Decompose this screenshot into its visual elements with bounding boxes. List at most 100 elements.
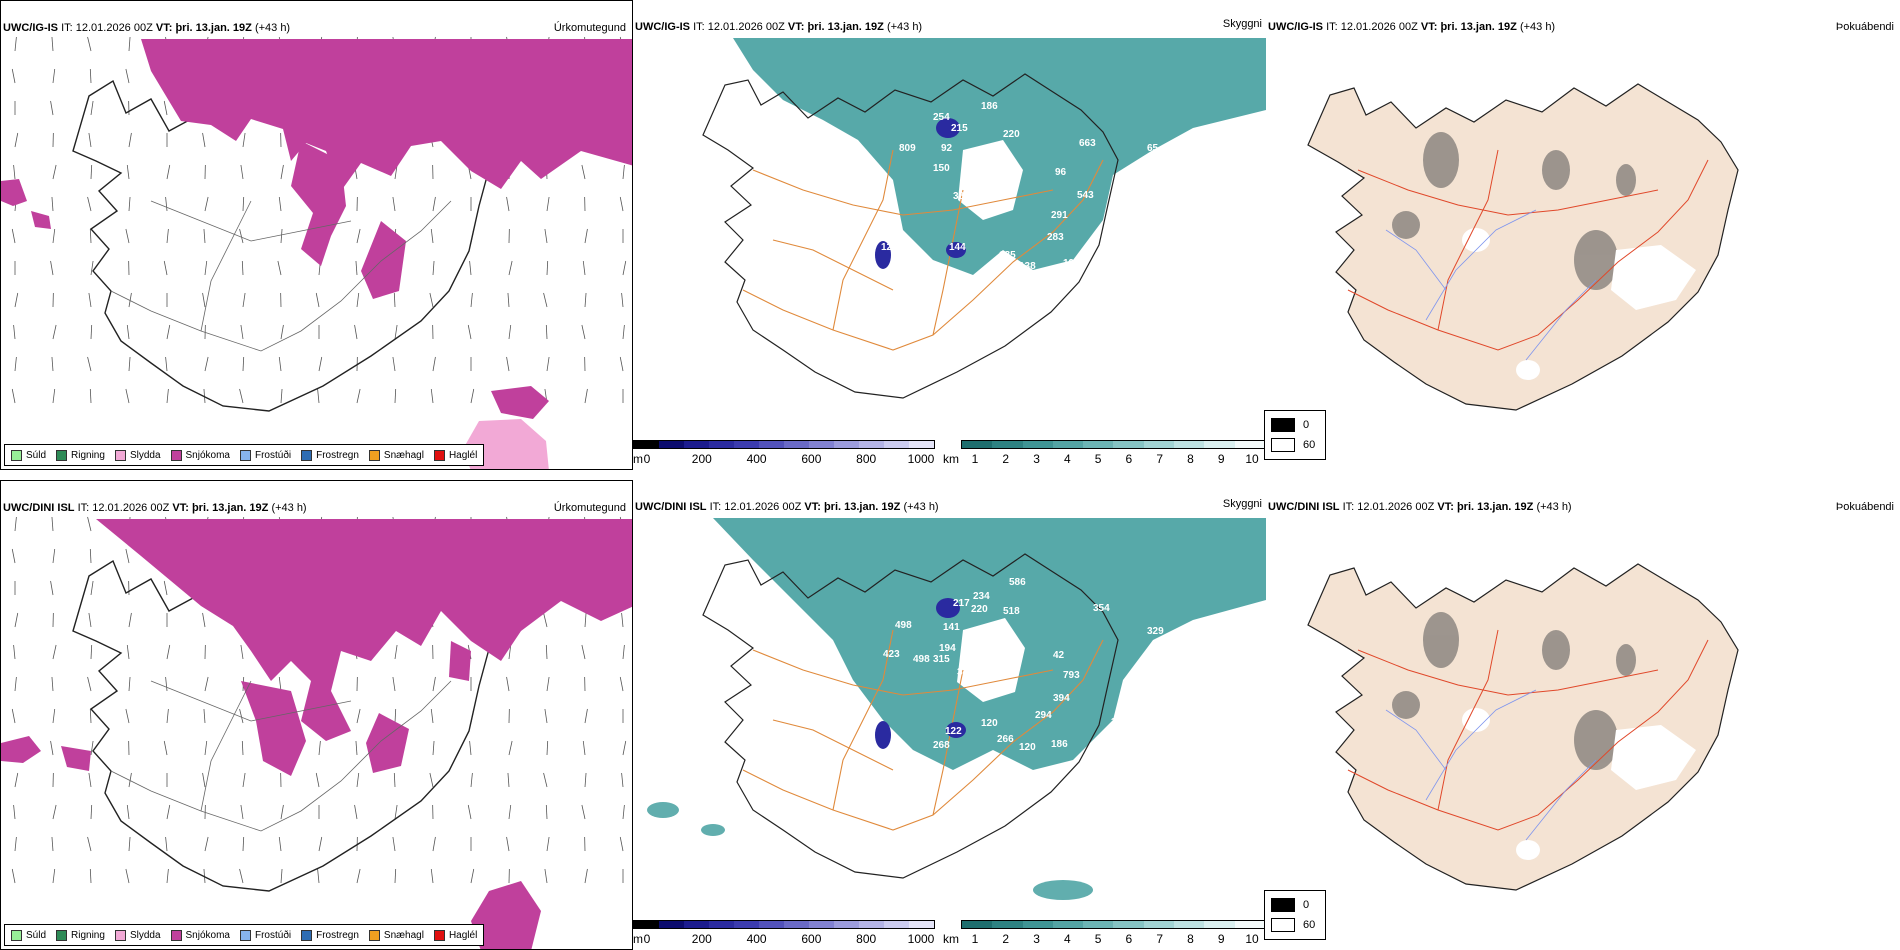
- wind-barb: [14, 292, 19, 308]
- visibility_bar-unit: km: [943, 452, 959, 466]
- cloud-panel[interactable]: UWC/IG-IS IT: 12.01.2026 00Z VT: þri. 13…: [1266, 0, 1900, 470]
- panel-label-visibility: Skyggni: [1222, 498, 1262, 510]
- point-value-label: 663: [1079, 138, 1096, 149]
- legend-swatch: [368, 449, 380, 461]
- legend-item: Frostregn: [301, 449, 359, 461]
- colorbar-step: [1113, 441, 1144, 448]
- wind-barb: [430, 708, 434, 724]
- visibility_bar-tick-label: 7: [1156, 452, 1163, 466]
- visibility_bar-tick-label: 6: [1125, 452, 1133, 466]
- wind-barb: [546, 196, 550, 212]
- wind-barb: [317, 388, 320, 404]
- wind-barb: [546, 260, 549, 276]
- colorbar-step: [634, 441, 659, 448]
- precip-type-legend: Súld Rigning Slydda Snjókoma Frostúði Frostre…: [4, 924, 485, 946]
- legend-label: Slydda: [129, 929, 161, 941]
- wind-barb: [90, 740, 94, 756]
- point-value-label: 266: [997, 734, 1014, 745]
- wind-barb: [50, 740, 54, 756]
- wind-barb: [166, 708, 169, 724]
- legend-label: Frostúði: [254, 929, 292, 941]
- wind-barb: [356, 772, 360, 788]
- wind-barb: [128, 772, 132, 788]
- height_bar-unit: m: [633, 452, 643, 466]
- point-value-label: 423: [883, 649, 900, 660]
- wind-barb: [126, 164, 130, 180]
- wind-barb: [278, 836, 282, 852]
- sleet-areas: [463, 419, 549, 469]
- wind-barb: [52, 324, 57, 340]
- wind-barb: [584, 388, 588, 404]
- colorbar-step: [809, 441, 834, 448]
- wind-barb: [584, 868, 588, 884]
- point-value-label: 329: [1147, 626, 1164, 637]
- wind-barb: [166, 644, 171, 660]
- cloud-panel[interactable]: UWC/DINI ISL IT: 12.01.2026 00Z VT: þri.…: [1266, 480, 1900, 950]
- legend-label: Frostregn: [316, 449, 359, 461]
- panel-label-cloud: Þokuábendi: [1835, 21, 1894, 33]
- wind-barb: [622, 324, 625, 340]
- wind-barb: [202, 772, 206, 788]
- wind-barb: [11, 388, 16, 404]
- precip-type-panel[interactable]: UWC/DINI ISL IT: 12.01.2026 00Z VT: þri.…: [0, 480, 633, 950]
- wind-barb: [50, 580, 54, 596]
- wind-barb: [90, 644, 93, 660]
- wind-barb: [432, 260, 435, 276]
- wind-barb: [90, 580, 94, 596]
- point-value-label: 793: [1063, 670, 1080, 681]
- cloud-map: [1307, 563, 1739, 891]
- wind-barb: [621, 772, 624, 788]
- wind-barb: [581, 164, 586, 180]
- wind-barb: [14, 676, 17, 692]
- wind-barb: [470, 772, 473, 788]
- wind-barb: [128, 612, 132, 628]
- wind-barb: [544, 708, 548, 724]
- iceland-coastline: [702, 553, 1119, 879]
- wind-barb: [581, 804, 586, 820]
- point-value-label: 220: [1003, 129, 1020, 140]
- wind-barb: [392, 676, 396, 692]
- precip-type-legend: Súld Rigning Slydda Snjókoma Frostúði Frostre…: [4, 444, 485, 466]
- point-value-label: 42: [1053, 650, 1065, 661]
- colorbar-step: [684, 441, 709, 448]
- visibility_bar-tick-label: 5: [1094, 452, 1102, 466]
- wind-barb: [163, 580, 168, 596]
- wind-barb: [14, 132, 19, 148]
- wind-barb: [51, 516, 54, 532]
- wind-barb: [203, 228, 206, 244]
- fog-dark-areas: [1392, 612, 1636, 770]
- wind-barb: [582, 260, 586, 276]
- wind-barb: [581, 644, 586, 660]
- colorbar-step: [859, 921, 884, 928]
- point-value-label: 291: [1051, 210, 1068, 221]
- wind-barb: [393, 772, 396, 788]
- legend-item: Haglél: [433, 449, 477, 461]
- wind-barb: [280, 228, 283, 244]
- wind-barb: [52, 228, 56, 244]
- wind-barb: [52, 164, 57, 180]
- wind-barb: [14, 612, 19, 628]
- precip-type-panel[interactable]: UWC/IG-IS IT: 12.01.2026 00Z VT: þri. 13…: [0, 0, 633, 470]
- point-value-label: 194: [939, 643, 956, 654]
- legend-item: Snjókoma: [170, 929, 230, 941]
- point-value-label: 217: [953, 598, 970, 609]
- wind-barb: [89, 548, 92, 564]
- wind-barb: [392, 836, 396, 852]
- wind-barb: [239, 388, 244, 404]
- visibility-panel[interactable]: 254 186 215 220 809 92 663 65 150 96 381 543 291 283 6…: [633, 0, 1266, 470]
- wind-barb: [581, 324, 586, 340]
- height_bar-tick-label: 800: [856, 452, 877, 466]
- wind-barb: [394, 644, 398, 660]
- wind-barb: [204, 260, 208, 276]
- wind-barb: [166, 164, 171, 180]
- wind-barb: [470, 868, 475, 884]
- visibility-panel[interactable]: 586 234 217 220 518 354 498 141 329 194 423 498 315 3…: [633, 480, 1266, 950]
- fog-clear-areas: [1462, 228, 1696, 380]
- cloud-map: [1307, 83, 1739, 411]
- wind-barb: [546, 676, 550, 692]
- visibility_bar-tick-label: 4: [1063, 932, 1071, 946]
- visibility_bar-tick-label: 5: [1094, 932, 1102, 946]
- wind-barb: [506, 836, 510, 852]
- wind-barb: [52, 708, 56, 724]
